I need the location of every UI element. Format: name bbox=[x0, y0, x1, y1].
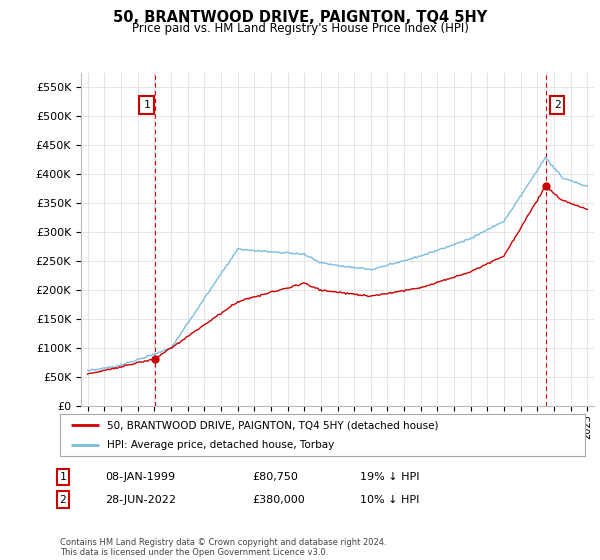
Text: Contains HM Land Registry data © Crown copyright and database right 2024.
This d: Contains HM Land Registry data © Crown c… bbox=[60, 538, 386, 557]
Text: 28-JUN-2022: 28-JUN-2022 bbox=[105, 494, 176, 505]
Text: £380,000: £380,000 bbox=[252, 494, 305, 505]
Text: 1: 1 bbox=[59, 472, 67, 482]
Text: 2: 2 bbox=[59, 494, 67, 505]
Text: 50, BRANTWOOD DRIVE, PAIGNTON, TQ4 5HY (detached house): 50, BRANTWOOD DRIVE, PAIGNTON, TQ4 5HY (… bbox=[107, 421, 439, 430]
Text: 50, BRANTWOOD DRIVE, PAIGNTON, TQ4 5HY: 50, BRANTWOOD DRIVE, PAIGNTON, TQ4 5HY bbox=[113, 10, 487, 25]
Text: £80,750: £80,750 bbox=[252, 472, 298, 482]
Text: 08-JAN-1999: 08-JAN-1999 bbox=[105, 472, 175, 482]
Text: 10% ↓ HPI: 10% ↓ HPI bbox=[360, 494, 419, 505]
Text: 2: 2 bbox=[554, 100, 560, 110]
Text: Price paid vs. HM Land Registry's House Price Index (HPI): Price paid vs. HM Land Registry's House … bbox=[131, 22, 469, 35]
Text: 19% ↓ HPI: 19% ↓ HPI bbox=[360, 472, 419, 482]
Text: HPI: Average price, detached house, Torbay: HPI: Average price, detached house, Torb… bbox=[107, 441, 335, 450]
Text: 1: 1 bbox=[143, 100, 150, 110]
